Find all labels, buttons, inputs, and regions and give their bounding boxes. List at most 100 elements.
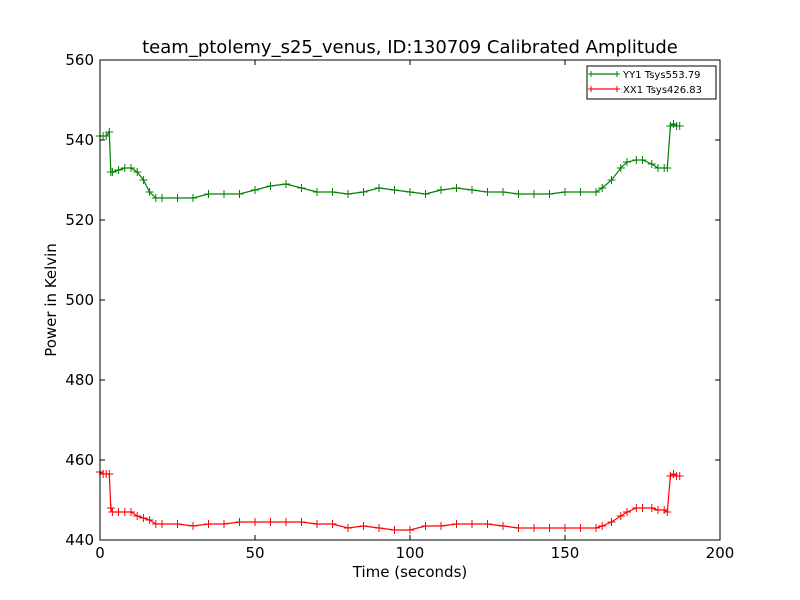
data-point <box>576 524 585 532</box>
data-point <box>266 182 275 190</box>
legend: YY1 Tsys553.79 XX1 Tsys426.83 <box>586 65 717 100</box>
data-point <box>127 508 135 516</box>
data-point <box>220 190 228 198</box>
data-point <box>133 512 142 520</box>
data-point <box>313 188 321 196</box>
data-point <box>133 168 142 176</box>
data-point <box>623 158 631 166</box>
data-point <box>297 518 306 526</box>
data-point <box>328 188 337 196</box>
data-point <box>561 524 569 532</box>
data-point <box>251 518 259 526</box>
axis-ticks: 0 50 100 150 200 440 460 480 500 520 540 560 <box>65 51 734 562</box>
data-point <box>390 526 399 534</box>
data-point <box>313 520 321 528</box>
data-point <box>545 190 554 198</box>
legend-marker <box>614 71 620 77</box>
data-point <box>468 520 476 528</box>
data-point <box>598 184 607 192</box>
legend-marker <box>588 71 594 77</box>
legend-label: YY1 Tsys553.79 <box>622 70 701 81</box>
data-point <box>282 518 290 526</box>
data-point <box>344 524 352 532</box>
data-point <box>220 520 228 528</box>
data-point <box>499 188 507 196</box>
legend-box <box>586 65 717 100</box>
y-tick-label: 440 <box>65 531 94 549</box>
x-axis-label: Time (seconds) <box>352 563 468 581</box>
data-point <box>173 194 182 202</box>
data-point <box>616 164 625 172</box>
data-point <box>344 190 352 198</box>
y-tick-label: 480 <box>65 371 94 389</box>
data-point <box>266 518 275 526</box>
data-point <box>452 184 461 192</box>
data-point <box>235 518 244 526</box>
data-point <box>561 188 569 196</box>
data-point <box>607 176 616 184</box>
data-point <box>204 520 213 528</box>
data-point <box>375 184 383 192</box>
series-layer <box>96 120 684 534</box>
data-point <box>437 186 445 194</box>
y-axis-label: Power in Kelvin <box>42 243 60 357</box>
y-tick-label: 520 <box>65 211 94 229</box>
data-point <box>545 524 554 532</box>
data-point <box>483 520 492 528</box>
data-point <box>483 188 492 196</box>
data-point <box>623 508 631 516</box>
data-point <box>251 186 259 194</box>
legend-marker <box>588 86 594 92</box>
data-point <box>359 188 368 196</box>
data-point <box>189 194 197 202</box>
y-tick-label: 560 <box>65 51 94 69</box>
data-point <box>647 504 656 512</box>
data-point <box>139 514 148 522</box>
data-point <box>158 520 166 528</box>
legend-marker <box>614 86 620 92</box>
data-point <box>282 180 290 188</box>
data-point <box>592 524 600 532</box>
series-yy1 <box>96 120 684 202</box>
data-point <box>145 188 154 196</box>
data-point <box>468 186 476 194</box>
data-point <box>235 190 244 198</box>
data-point <box>616 512 625 520</box>
data-point <box>592 188 600 196</box>
data-point <box>375 524 383 532</box>
y-tick-label: 500 <box>65 291 94 309</box>
data-point <box>297 184 306 192</box>
y-tick-label: 460 <box>65 451 94 469</box>
data-point <box>514 524 523 532</box>
data-point <box>675 122 684 130</box>
data-point <box>189 522 197 530</box>
data-point <box>530 524 538 532</box>
data-point <box>499 522 507 530</box>
x-tick-label: 100 <box>396 544 425 562</box>
data-point <box>406 526 414 534</box>
data-point <box>145 516 154 524</box>
x-tick-label: 0 <box>95 544 105 562</box>
plot-frame <box>99 59 721 541</box>
data-point <box>647 160 656 168</box>
x-tick-label: 150 <box>551 544 580 562</box>
data-point <box>663 508 672 516</box>
data-point <box>105 470 114 478</box>
data-point <box>638 156 647 164</box>
data-point <box>598 522 607 530</box>
data-point <box>204 190 213 198</box>
plot-background <box>100 60 720 540</box>
data-point <box>390 186 399 194</box>
data-point <box>530 190 538 198</box>
data-point <box>359 522 368 530</box>
chart-title: team_ptolemy_s25_venus, ID:130709 Calibr… <box>142 37 678 58</box>
data-point <box>675 472 684 480</box>
data-point <box>421 190 430 198</box>
series-xx1 <box>96 468 684 534</box>
data-point <box>638 504 647 512</box>
data-point <box>127 164 135 172</box>
x-tick-label: 200 <box>706 544 735 562</box>
data-point <box>108 168 117 176</box>
data-point <box>576 188 585 196</box>
